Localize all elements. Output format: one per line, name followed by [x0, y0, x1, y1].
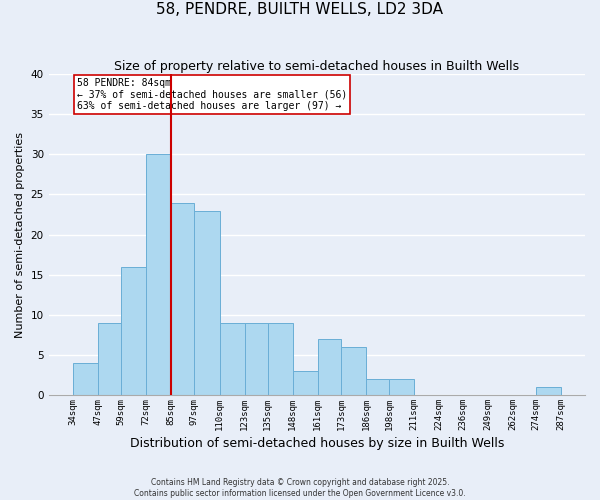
Bar: [318, 339, 341, 395]
Text: 58, PENDRE, BUILTH WELLS, LD2 3DA: 58, PENDRE, BUILTH WELLS, LD2 3DA: [157, 2, 443, 18]
Bar: [389, 379, 414, 395]
Bar: [268, 323, 293, 395]
Bar: [98, 323, 121, 395]
Bar: [366, 379, 389, 395]
Bar: [341, 347, 366, 395]
Bar: [293, 371, 318, 395]
Bar: [172, 202, 194, 395]
Bar: [536, 387, 560, 395]
Text: Contains HM Land Registry data © Crown copyright and database right 2025.
Contai: Contains HM Land Registry data © Crown c…: [134, 478, 466, 498]
Bar: [146, 154, 172, 395]
Text: 58 PENDRE: 84sqm
← 37% of semi-detached houses are smaller (56)
63% of semi-deta: 58 PENDRE: 84sqm ← 37% of semi-detached …: [77, 78, 347, 112]
Bar: [245, 323, 268, 395]
Bar: [194, 210, 220, 395]
Title: Size of property relative to semi-detached houses in Builth Wells: Size of property relative to semi-detach…: [114, 60, 520, 73]
Bar: [121, 266, 146, 395]
Bar: [220, 323, 245, 395]
Y-axis label: Number of semi-detached properties: Number of semi-detached properties: [15, 132, 25, 338]
X-axis label: Distribution of semi-detached houses by size in Builth Wells: Distribution of semi-detached houses by …: [130, 437, 504, 450]
Bar: [73, 363, 98, 395]
